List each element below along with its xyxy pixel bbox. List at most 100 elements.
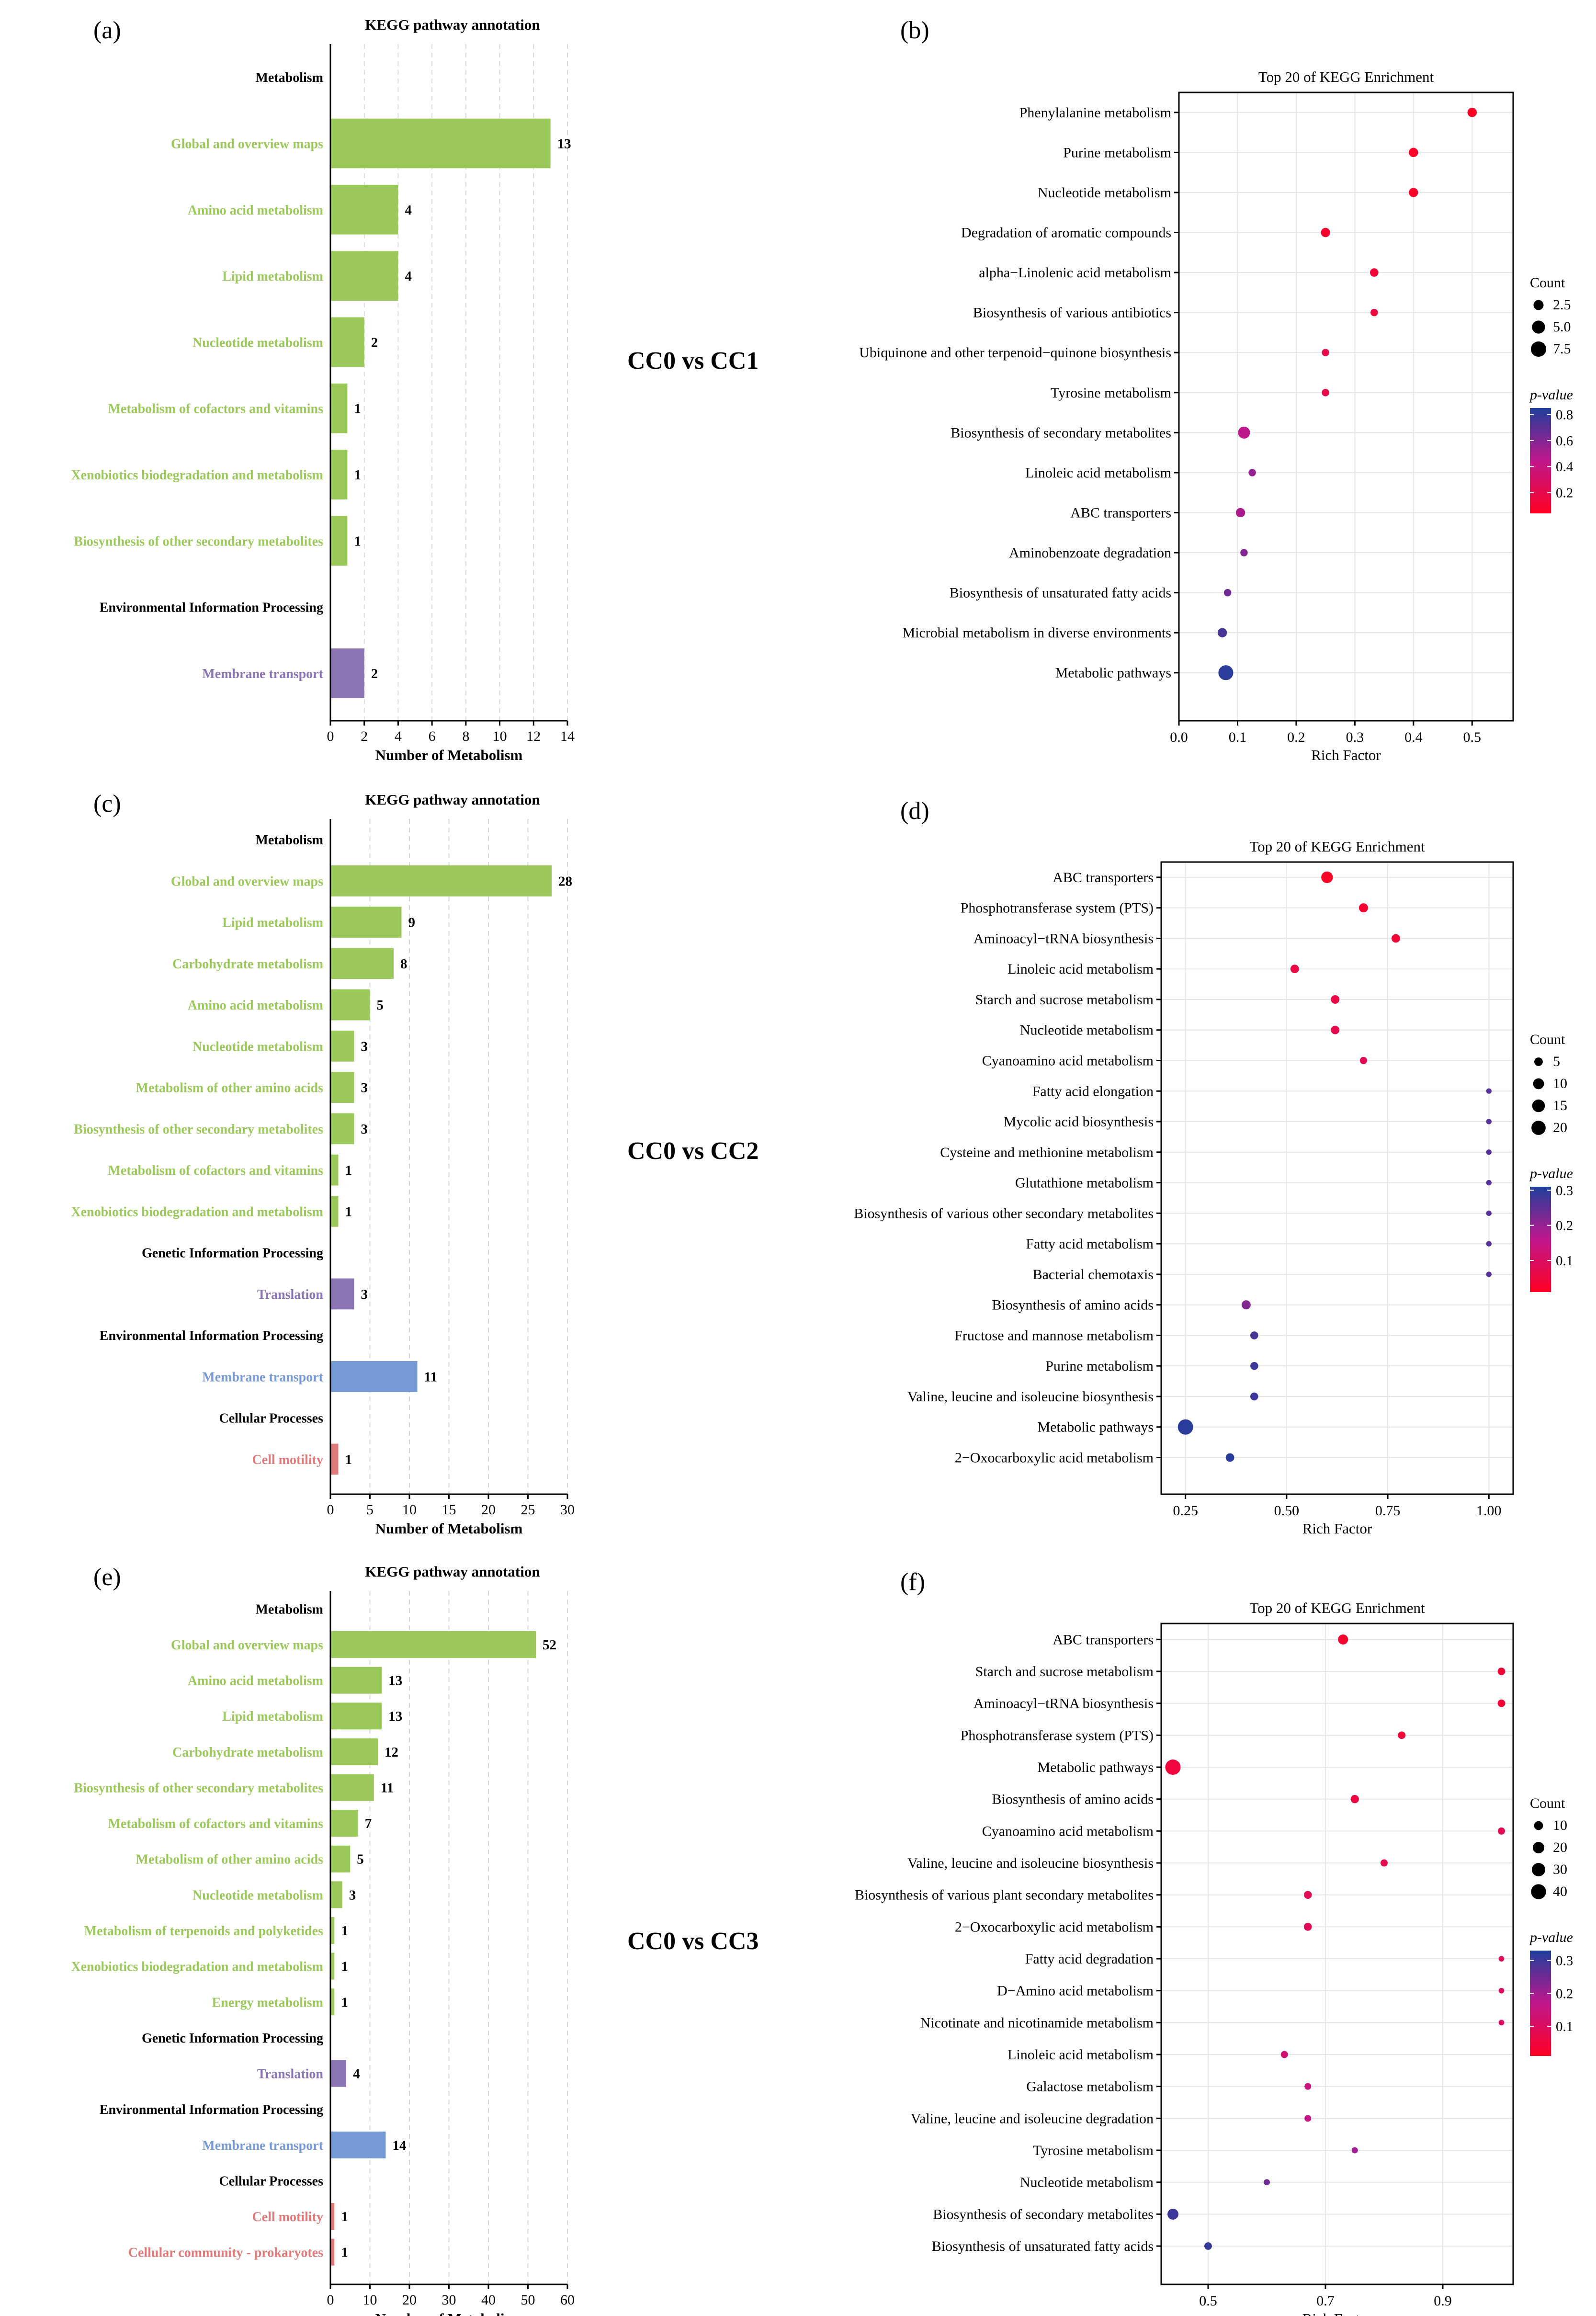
count-legend-label: 5.0 bbox=[1553, 319, 1571, 335]
category-header: Metabolism bbox=[255, 1602, 323, 1617]
count-legend-dot bbox=[1533, 300, 1544, 310]
count-legend-title: Count bbox=[1530, 275, 1565, 291]
pathway-label: Tyrosine metabolism bbox=[1033, 2143, 1154, 2158]
bar-value-label: 1 bbox=[345, 1163, 352, 1178]
pathway-label: Biosynthesis of secondary metabolites bbox=[951, 425, 1171, 441]
enrichment-point bbox=[1304, 2115, 1312, 2122]
count-legend-label: 30 bbox=[1553, 1862, 1567, 1877]
plot-frame bbox=[1160, 1623, 1514, 2285]
enrichment-chart-f: Top 20 of KEGG Enrichment ABC transporter… bbox=[855, 1600, 1573, 2316]
count-legend-dot bbox=[1533, 1842, 1544, 1853]
colorbar-tick-label: 0.3 bbox=[1556, 1953, 1573, 1969]
colorbar-tick-label: 0.3 bbox=[1556, 1183, 1573, 1198]
bar bbox=[330, 184, 398, 235]
x-tick-label: 4 bbox=[395, 728, 402, 744]
enrichment-point bbox=[1322, 389, 1329, 397]
bar bbox=[330, 2238, 335, 2266]
bar bbox=[330, 2203, 335, 2230]
enrichment-point bbox=[1250, 1362, 1258, 1370]
bar-value-label: 13 bbox=[388, 1673, 402, 1689]
pathway-label: Microbial metabolism in diverse environm… bbox=[902, 625, 1171, 641]
pathway-label: Galactose metabolism bbox=[1026, 2079, 1154, 2095]
pvalue-colorbar bbox=[1530, 408, 1551, 513]
pathway-label: Valine, leucine and isoleucine degradati… bbox=[911, 2111, 1154, 2126]
bar-label: Metabolism of other amino acids bbox=[136, 1852, 324, 1867]
pathway-label: Nicotinate and nicotinamide metabolism bbox=[920, 2015, 1154, 2031]
chart-title: Top 20 of KEGG Enrichment bbox=[1249, 838, 1425, 855]
colorbar-tick-label: 0.1 bbox=[1556, 1253, 1573, 1269]
x-tick-label: 60 bbox=[560, 2292, 575, 2308]
bar-chart-e: KEGG pathway annotation Metabolism Global … bbox=[71, 1563, 575, 2316]
pathway-label: D−Amino acid metabolism bbox=[997, 1983, 1154, 1999]
x-tick-label: 25 bbox=[521, 1502, 535, 1518]
bar-value-label: 2 bbox=[371, 335, 378, 350]
category-header: Cellular Processes bbox=[219, 2174, 324, 2189]
x-axis-label: Rich Factor bbox=[1302, 1520, 1372, 1537]
pathway-label: ABC transporters bbox=[1053, 870, 1154, 886]
colorbar-tick-label: 0.1 bbox=[1556, 2019, 1573, 2034]
count-legend-dot bbox=[1534, 1821, 1543, 1830]
x-tick-label: 0.75 bbox=[1375, 1503, 1401, 1519]
count-legend-label: 2.5 bbox=[1553, 297, 1571, 313]
bar-label: Energy metabolism bbox=[212, 1995, 323, 2010]
enrichment-point bbox=[1165, 1760, 1181, 1775]
enrichment-point bbox=[1409, 188, 1418, 197]
bar-value-label: 8 bbox=[400, 956, 407, 972]
bar bbox=[330, 383, 348, 433]
bar-label: Metabolism of cofactors and vitamins bbox=[108, 402, 323, 417]
enrichment-point bbox=[1322, 349, 1329, 356]
x-tick-label: 10 bbox=[363, 2292, 377, 2308]
panel-label-b: (b) bbox=[900, 17, 929, 44]
count-legend-title: Count bbox=[1530, 1795, 1565, 1811]
enrichment-point bbox=[1358, 903, 1368, 913]
bar-label: Translation bbox=[257, 1287, 323, 1302]
colorbar-tick-label: 0.2 bbox=[1556, 1986, 1573, 2001]
bar bbox=[330, 1738, 378, 1765]
bar bbox=[330, 118, 551, 169]
bar-label: Cell motility bbox=[252, 2210, 323, 2225]
x-tick-label: 0 bbox=[327, 1502, 334, 1518]
enrichment-point bbox=[1225, 1453, 1234, 1462]
enrichment-point bbox=[1498, 1956, 1505, 1962]
enrichment-point bbox=[1321, 871, 1333, 884]
enrichment-point bbox=[1217, 628, 1227, 637]
bar-value-label: 3 bbox=[361, 1080, 368, 1096]
pathway-label: ABC transporters bbox=[1053, 1632, 1154, 1647]
bar-value-label: 1 bbox=[345, 1452, 352, 1467]
bar bbox=[330, 2060, 346, 2087]
bar bbox=[330, 1361, 418, 1392]
count-legend-label: 7.5 bbox=[1553, 341, 1571, 357]
pvalue-legend-title: p-value bbox=[1529, 1930, 1573, 1945]
bar-label: Biosynthesis of other secondary metaboli… bbox=[74, 1781, 323, 1795]
enrichment-point bbox=[1381, 1859, 1388, 1867]
bar-value-label: 4 bbox=[405, 203, 412, 218]
bar-value-label: 3 bbox=[361, 1287, 368, 1302]
count-legend-label: 10 bbox=[1553, 1817, 1567, 1833]
pathway-label: Cysteine and methionine metabolism bbox=[940, 1145, 1154, 1160]
pathway-label: Fructose and mannose metabolism bbox=[954, 1328, 1154, 1343]
x-tick-label: 2 bbox=[361, 728, 368, 744]
enrichment-point bbox=[1331, 1025, 1340, 1034]
bar-label: Translation bbox=[257, 2067, 323, 2082]
bar-label: Metabolism of other amino acids bbox=[136, 1081, 324, 1096]
x-tick-label: 0.4 bbox=[1404, 729, 1423, 745]
enrichment-point bbox=[1498, 2020, 1505, 2026]
bar bbox=[330, 1667, 382, 1694]
x-tick-label: 0.1 bbox=[1229, 729, 1247, 745]
bar-label: Membrane transport bbox=[202, 2138, 323, 2153]
pathway-label: Mycolic acid biosynthesis bbox=[1004, 1114, 1154, 1130]
bar-value-label: 13 bbox=[388, 1709, 402, 1724]
bar-value-label: 1 bbox=[341, 1959, 348, 1975]
bar-value-label: 5 bbox=[377, 998, 384, 1013]
enrichment-point bbox=[1486, 1180, 1492, 1186]
chart-title: Top 20 of KEGG Enrichment bbox=[1249, 1600, 1425, 1616]
pathway-label: Fatty acid metabolism bbox=[1026, 1236, 1154, 1252]
pathway-label: alpha−Linolenic acid metabolism bbox=[979, 265, 1171, 281]
pathway-label: Aminobenzoate degradation bbox=[1009, 545, 1171, 561]
pathway-label: 2−Oxocarboxylic acid metabolism bbox=[955, 1450, 1154, 1465]
pathway-label: Purine metabolism bbox=[1063, 145, 1171, 160]
enrichment-point bbox=[1280, 2051, 1288, 2058]
pathway-label: Metabolic pathways bbox=[1038, 1760, 1154, 1775]
enrichment-point bbox=[1486, 1088, 1492, 1094]
count-legend-label: 20 bbox=[1553, 1120, 1567, 1135]
